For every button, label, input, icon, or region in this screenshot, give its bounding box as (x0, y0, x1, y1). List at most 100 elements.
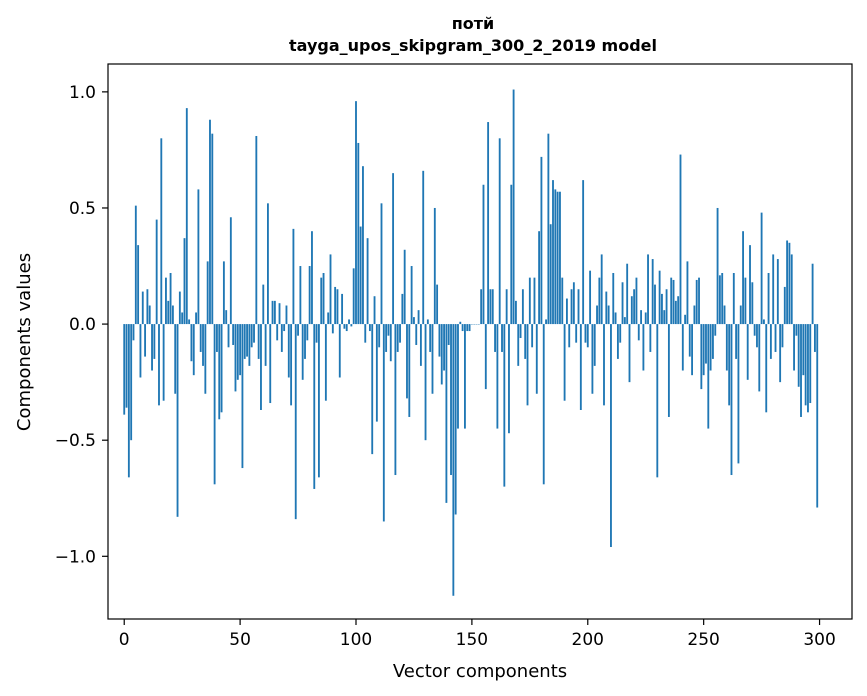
x-tick-label: 100 (340, 630, 372, 650)
bar (712, 324, 714, 359)
x-axis-label: Vector components (393, 661, 567, 682)
bar (273, 300, 276, 325)
bar (786, 240, 789, 325)
bar (165, 277, 167, 325)
plot-frame (107, 63, 853, 620)
bar (751, 282, 754, 325)
bar (429, 324, 432, 352)
bar (438, 324, 441, 357)
bar (612, 273, 615, 325)
bar (663, 310, 666, 325)
bar (424, 324, 427, 441)
bar (317, 324, 320, 478)
bar (552, 180, 554, 325)
bar (343, 324, 346, 329)
bar (225, 310, 228, 325)
bar (491, 289, 494, 325)
bar (531, 324, 534, 348)
bar (670, 277, 673, 325)
bar (406, 324, 408, 399)
bar (714, 324, 717, 336)
y-axis-label: Components values (14, 253, 35, 431)
bar (378, 324, 381, 348)
bar (524, 324, 527, 359)
bar (542, 324, 545, 485)
bar (484, 324, 487, 390)
bar (183, 238, 186, 325)
bar (637, 324, 640, 341)
bar (621, 282, 624, 325)
bar (146, 289, 149, 325)
bar (535, 324, 538, 394)
bar (790, 254, 793, 325)
bar (758, 324, 761, 392)
bar (718, 275, 721, 325)
bar (596, 305, 598, 325)
bar (232, 324, 235, 345)
bar (280, 324, 283, 352)
bar (276, 324, 279, 341)
x-tick-label: 50 (229, 630, 251, 650)
bar (616, 324, 619, 359)
y-tick-label: 1.0 (69, 83, 96, 103)
bar (169, 273, 172, 325)
bar (489, 289, 492, 325)
bar (236, 324, 239, 380)
bar (517, 324, 520, 366)
bar (684, 314, 687, 325)
bar (422, 170, 425, 325)
bar (167, 300, 170, 325)
bar (677, 296, 680, 325)
bar (575, 324, 578, 343)
bar (345, 324, 348, 332)
bar (246, 324, 248, 357)
bar (452, 324, 455, 596)
x-axis-ticks: 0 50 100 150 200 250 300 (119, 619, 836, 650)
bar (656, 324, 659, 478)
bar (730, 324, 733, 476)
bar (192, 324, 195, 376)
bar (739, 305, 742, 325)
y-tick-label: −1.0 (55, 547, 96, 567)
bar (623, 317, 626, 325)
bar (199, 324, 202, 352)
bar (181, 312, 184, 325)
bar (547, 133, 550, 325)
bar (350, 324, 353, 327)
bar (255, 135, 258, 325)
bar (144, 324, 147, 357)
bar (137, 245, 140, 325)
bar (426, 319, 429, 325)
bar (222, 261, 225, 325)
bar (385, 324, 388, 352)
bar (702, 324, 705, 376)
x-tick-label: 200 (572, 630, 604, 650)
bar (661, 293, 663, 325)
bar (185, 108, 188, 325)
x-tick-label: 300 (803, 630, 835, 650)
bar (793, 324, 795, 371)
bar (355, 101, 357, 325)
y-tick-label: −0.5 (55, 431, 96, 451)
bar (732, 273, 735, 325)
bar (366, 238, 369, 325)
bar (315, 324, 318, 343)
bar (148, 305, 151, 325)
bar (501, 324, 503, 352)
bar (220, 324, 223, 413)
bar (688, 324, 691, 357)
bar (253, 324, 255, 343)
bar (413, 317, 415, 325)
bar (292, 228, 295, 325)
bar (408, 324, 411, 417)
bar (329, 254, 332, 325)
x-tick-label: 150 (456, 630, 488, 650)
bar (667, 324, 670, 417)
bar (447, 324, 450, 345)
bar (598, 277, 601, 325)
bar (628, 324, 631, 383)
y-tick-label: 0.5 (69, 199, 96, 219)
bar (545, 319, 547, 325)
bar (577, 289, 580, 325)
bar (700, 324, 703, 390)
